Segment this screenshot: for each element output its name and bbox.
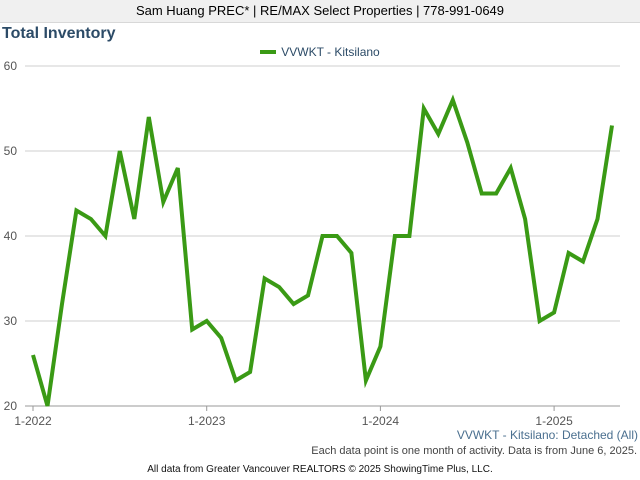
legend-swatch: [260, 49, 277, 54]
legend-label: VVWKT - Kitsilano: [281, 45, 380, 59]
x-tick-label: 1-2023: [188, 414, 226, 428]
series-label: VVWKT - Kitsilano: Detached (All): [456, 428, 638, 442]
footnote: Each data point is one month of activity…: [311, 445, 637, 457]
x-tick-label: 1-2022: [14, 414, 52, 428]
y-tick-label: 40: [4, 229, 18, 243]
header-text: Sam Huang PREC* | RE/MAX Select Properti…: [135, 3, 505, 18]
x-tick-label: 1-2025: [535, 414, 573, 428]
y-tick-label: 30: [4, 314, 18, 328]
chart-title: Total Inventory: [2, 25, 116, 42]
legend: VVWKT - Kitsilano: [0, 45, 640, 59]
y-tick-label: 20: [4, 399, 18, 413]
x-tick-label: 1-2024: [362, 414, 400, 428]
y-tick-label: 60: [4, 59, 18, 73]
series-layer: [31, 94, 614, 407]
x-axis-ticks: 1-2022 1-2023 1-2024 1-2025: [14, 406, 573, 428]
header-bar: Sam Huang PREC* | RE/MAX Select Properti…: [0, 0, 640, 23]
y-tick-label: 50: [4, 144, 18, 158]
series-line-kitsilano: [31, 94, 614, 407]
copyright: All data from Greater Vancouver REALTORS…: [147, 464, 493, 475]
y-axis-ticks: 20 30 40 50 60: [4, 59, 18, 413]
